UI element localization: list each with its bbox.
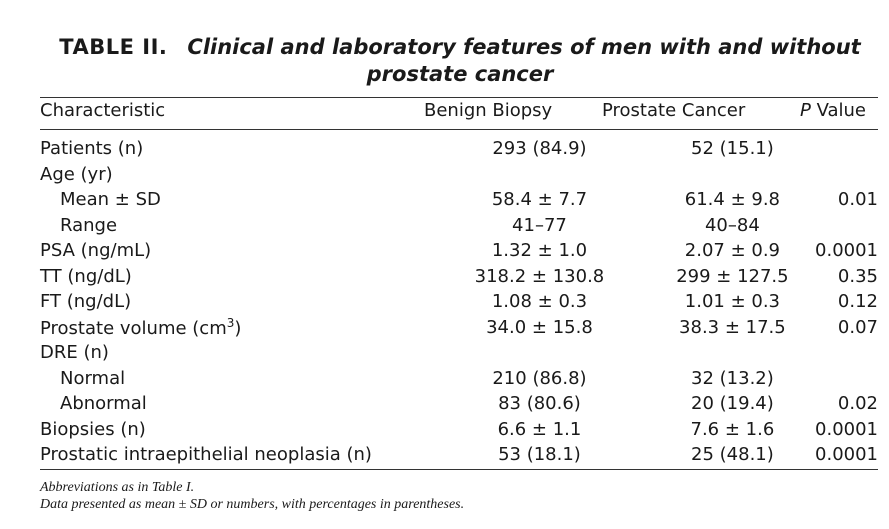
row-label: Range	[60, 214, 118, 236]
row-cancer-value: 2.07 ± 0.9	[684, 240, 781, 262]
row-characteristic: Age (yr)	[40, 162, 429, 188]
row-characteristic: FT (ng/dL)	[40, 289, 429, 315]
row-characteristic: DRE (n)	[40, 340, 429, 366]
row-p-value	[815, 136, 878, 162]
row-benign-value	[429, 340, 650, 366]
row-label: DRE (n)	[40, 342, 109, 364]
row-label: Normal	[60, 367, 126, 389]
row-p-value: 0.0001	[815, 444, 878, 466]
table-row: Age (yr)	[40, 162, 878, 188]
row-characteristic: Abnormal	[40, 391, 429, 417]
row-p-value: 0.0001	[815, 418, 878, 440]
table-row: PSA (ng/mL) 1.32 ± 1.0 2.07 ± 0.9 0.0001	[40, 238, 878, 264]
row-characteristic: Prostate volume (cm3)	[40, 315, 429, 341]
row-characteristic: Normal	[40, 366, 429, 392]
header-p-value: P Value	[800, 100, 866, 121]
row-label: PSA (ng/mL)	[40, 240, 152, 262]
row-p-value: 0.02	[837, 393, 878, 415]
row-benign-value	[429, 162, 650, 188]
row-benign-value: 6.6 ± 1.1	[497, 418, 582, 440]
row-p-value: 0.01	[837, 189, 878, 211]
row-label: FT (ng/dL)	[40, 291, 132, 313]
table-row: Biopsies (n) 6.6 ± 1.1 7.6 ± 1.6 0.0001	[40, 417, 878, 443]
row-label: Prostatic intraepithelial neoplasia (n)	[40, 444, 372, 466]
row-characteristic: Range	[40, 213, 429, 239]
row-benign-value: 34.0 ± 15.8	[486, 316, 593, 338]
row-benign-value: 1.08 ± 0.3	[491, 291, 588, 313]
row-characteristic: Biopsies (n)	[40, 417, 429, 443]
table-row: Patients (n) 293 (84.9) 52 (15.1)	[40, 136, 878, 162]
row-p-value: 0.12	[837, 291, 878, 313]
row-label: Abnormal	[60, 393, 147, 415]
row-characteristic: Mean ± SD	[40, 187, 429, 213]
table-caption-line2: prostate cancer	[366, 62, 554, 86]
row-characteristic: Prostatic intraepithelial neoplasia (n)	[40, 442, 429, 468]
table-row: Prostatic intraepithelial neoplasia (n) 5…	[40, 442, 878, 468]
row-cancer-value	[650, 162, 815, 188]
row-cancer-value: 32 (13.2)	[691, 367, 774, 389]
row-benign-value: 1.32 ± 1.0	[491, 240, 588, 262]
footnote-data-note: Data presented as mean ± SD or numbers, …	[40, 497, 465, 512]
row-benign-value: 210 (86.8)	[492, 367, 587, 389]
footnote1-table-link[interactable]: Table I	[151, 480, 191, 495]
row-label: Patients (n)	[40, 138, 144, 160]
row-p-value	[815, 213, 878, 239]
table-row: Range 41–77 40–84	[40, 213, 878, 239]
row-benign-value: 293 (84.9)	[492, 138, 587, 160]
row-cancer-value: 61.4 ± 9.8	[684, 189, 781, 211]
table-title: TABLE II. Clinical and laboratory featur…	[40, 34, 880, 88]
footnote1-suffix: .	[190, 480, 195, 495]
row-benign-value: 318.2 ± 130.8	[474, 265, 605, 287]
table-row: Abnormal 83 (80.6) 20 (19.4) 0.02	[40, 391, 878, 417]
row-characteristic: PSA (ng/mL)	[40, 238, 429, 264]
table-row: Mean ± SD 58.4 ± 7.7 61.4 ± 9.8 0.01	[40, 187, 878, 213]
row-benign-value: 58.4 ± 7.7	[491, 189, 588, 211]
header-bottom-rule	[40, 129, 878, 130]
table-row: Normal 210 (86.8) 32 (13.2)	[40, 366, 878, 392]
row-benign-value: 83 (80.6)	[498, 393, 581, 415]
header-p-rest: Value	[810, 100, 867, 121]
row-benign-value: 53 (18.1)	[498, 444, 581, 466]
row-label: TT (ng/dL)	[40, 265, 132, 287]
row-label-superscript: 3	[226, 315, 235, 330]
row-p-value: 0.35	[837, 265, 878, 287]
row-p-value	[815, 340, 878, 366]
header-characteristic: Characteristic	[40, 100, 166, 121]
table-row: FT (ng/dL) 1.08 ± 0.3 1.01 ± 0.3 0.12	[40, 289, 878, 315]
row-characteristic: TT (ng/dL)	[40, 264, 429, 290]
table-label: TABLE II.	[59, 35, 168, 59]
table-row: DRE (n)	[40, 340, 878, 366]
row-cancer-value: 1.01 ± 0.3	[684, 291, 781, 313]
row-cancer-value: 40–84	[704, 214, 760, 236]
row-p-value	[815, 366, 878, 392]
row-cancer-value: 7.6 ± 1.6	[690, 418, 775, 440]
footnote1-prefix: Abbreviations as in	[40, 480, 152, 495]
row-p-value: 0.0001	[815, 240, 878, 262]
footnote-abbreviations: Abbreviations as in Table I.	[40, 480, 194, 496]
row-label-end: )	[234, 317, 242, 339]
row-p-value: 0.07	[837, 316, 878, 338]
row-cancer-value: 25 (48.1)	[691, 444, 774, 466]
table-bottom-rule	[40, 469, 878, 470]
header-benign-biopsy: Benign Biopsy	[424, 100, 553, 121]
data-table: Patients (n) 293 (84.9) 52 (15.1) Age (yr) M…	[40, 136, 878, 468]
table-caption-line1: Clinical and laboratory features of men …	[187, 35, 861, 59]
header-prostate-cancer: Prostate Cancer	[602, 100, 746, 121]
row-cancer-value: 38.3 ± 17.5	[679, 316, 786, 338]
row-cancer-value: 52 (15.1)	[691, 138, 774, 160]
row-benign-value: 41–77	[512, 214, 567, 236]
row-cancer-value: 299 ± 127.5	[676, 265, 789, 287]
row-label: Age (yr)	[40, 163, 113, 185]
header-top-rule	[40, 97, 878, 98]
table-row: Prostate volume (cm3) 34.0 ± 15.8 38.3 ± 1…	[40, 315, 878, 341]
row-label: Mean ± SD	[60, 189, 161, 211]
row-p-value	[815, 162, 878, 188]
row-cancer-value: 20 (19.4)	[691, 393, 774, 415]
table-row: TT (ng/dL) 318.2 ± 130.8 299 ± 127.5 0.35	[40, 264, 878, 290]
row-characteristic: Patients (n)	[40, 136, 429, 162]
row-cancer-value	[650, 340, 815, 366]
header-p-italic: P	[800, 100, 811, 121]
row-label: Biopsies (n)	[40, 418, 146, 440]
row-label: Prostate volume (cm	[40, 317, 227, 339]
